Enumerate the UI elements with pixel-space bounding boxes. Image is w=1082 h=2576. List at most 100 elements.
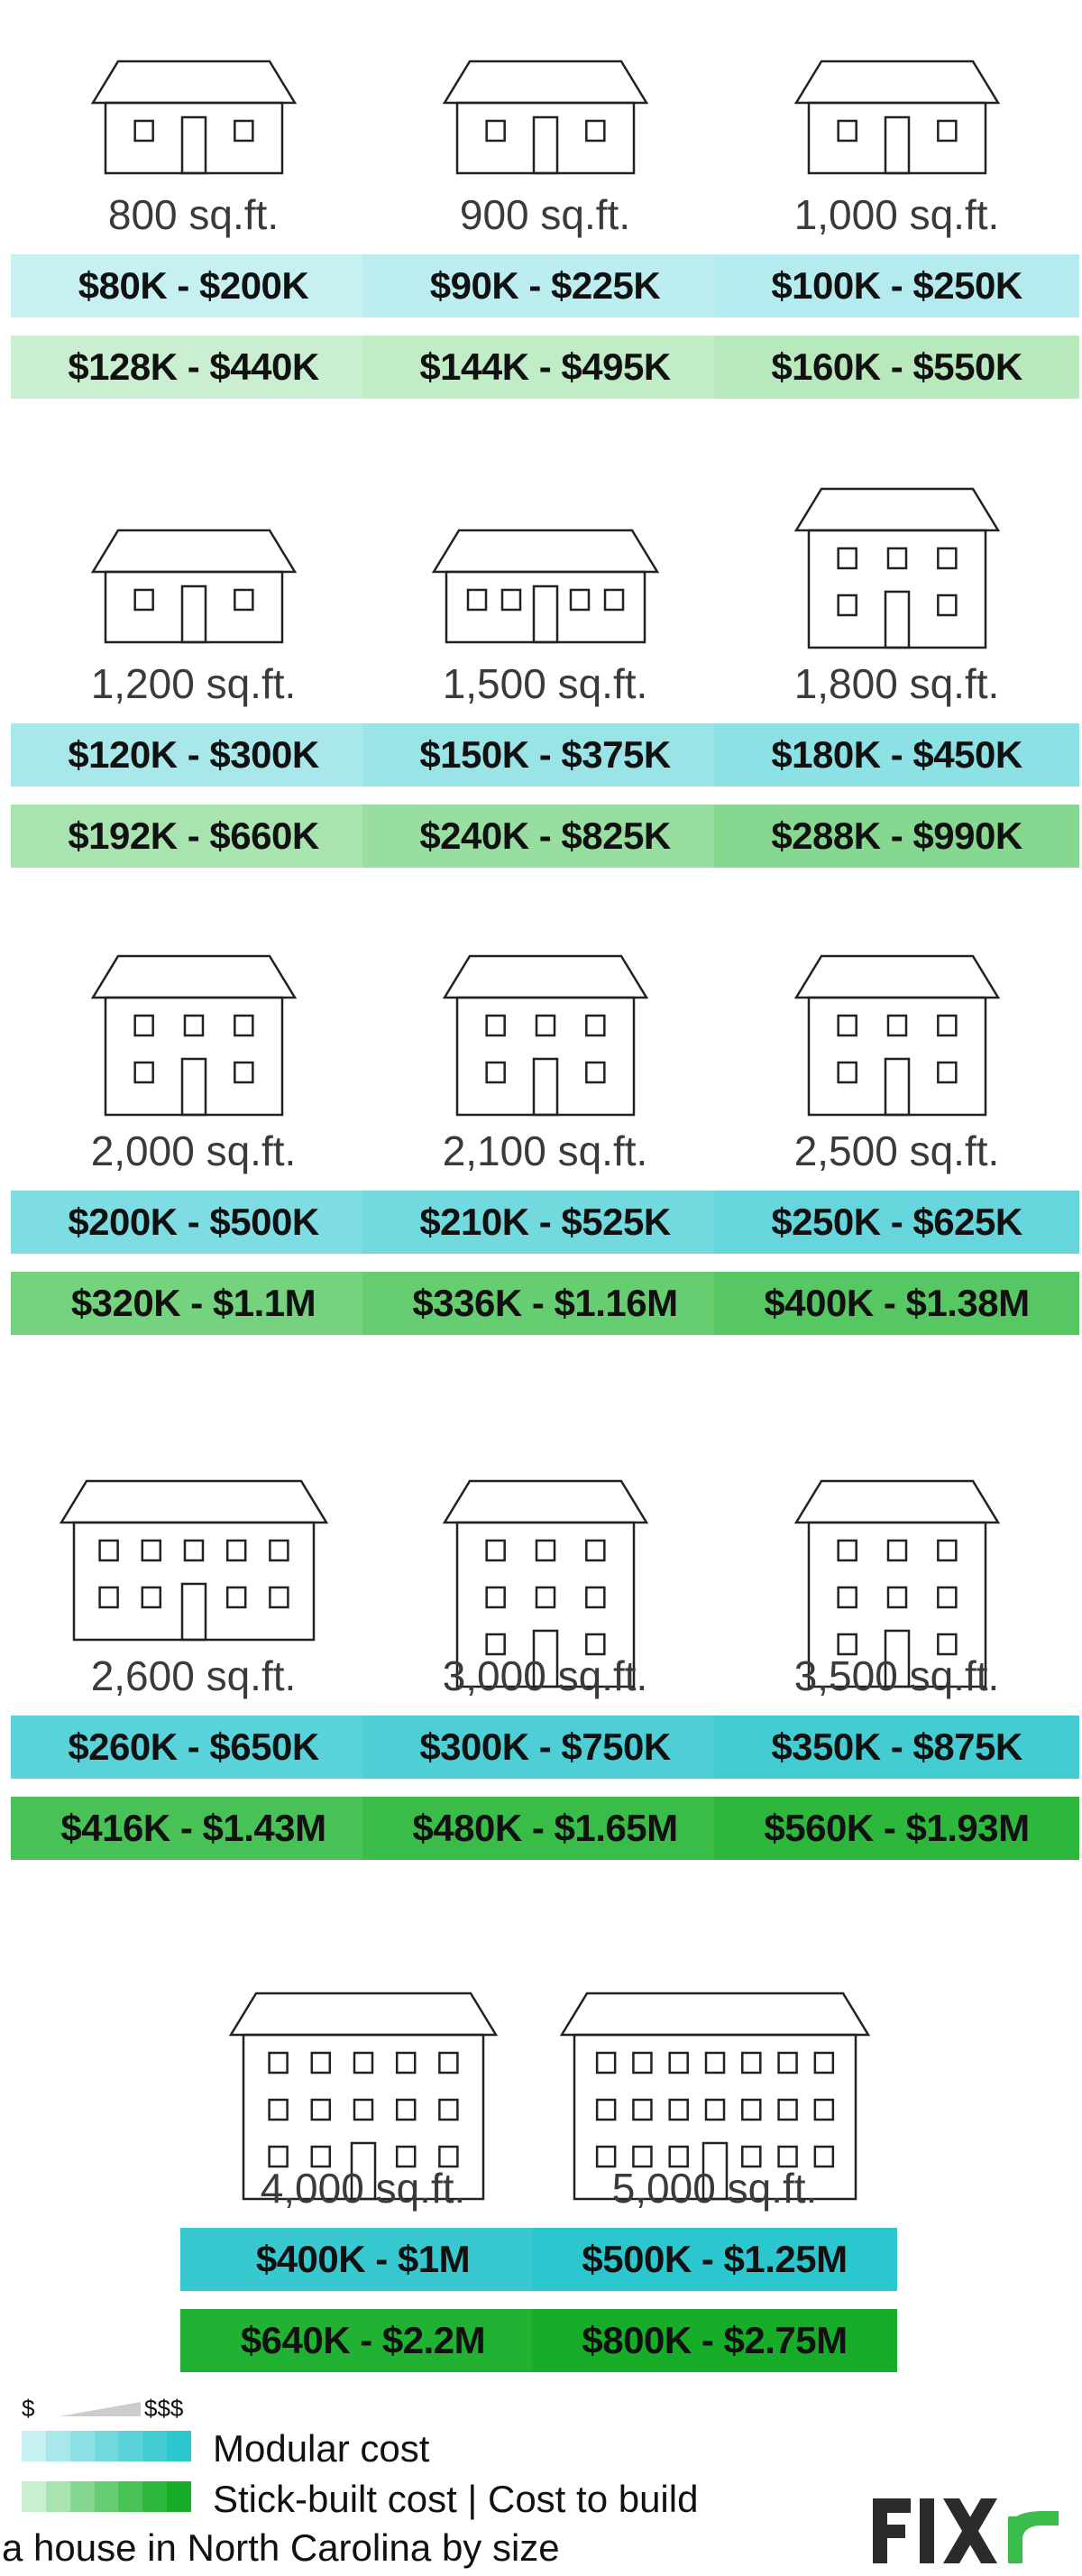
house-illustration [532, 1992, 897, 2201]
legend-caption: a house in North Carolina by size [2, 2526, 560, 2569]
house-illustration [714, 487, 1079, 649]
house-size-label: 1,800 sq.ft. [793, 660, 1000, 707]
stick-built-cost-badge: $480K - $1.65M [362, 1797, 728, 1860]
stick-built-cost-badge: $192K - $660K [11, 805, 376, 868]
ramp-swatch [167, 2431, 192, 2461]
house-size-label: 2,100 sq.ft. [442, 1127, 648, 1174]
house-card: 900 sq.ft. $90K - $225K $144K - $495K [362, 18, 728, 442]
ramp-swatch [69, 2481, 95, 2512]
stick-built-cost-badge: $400K - $1.38M [714, 1272, 1079, 1335]
scale-high-label: $$$ [144, 2395, 184, 2422]
ramp-swatch [22, 2481, 46, 2512]
stick-built-cost-badge: $144K - $495K [362, 336, 728, 399]
stick-built-cost-badge: $336K - $1.16M [362, 1272, 728, 1335]
modular-cost-badge: $500K - $1.25M [532, 2228, 897, 2291]
house-icon [793, 954, 1000, 1117]
house-illustration [11, 18, 376, 180]
house-card: 1,000 sq.ft. $100K - $250K $160K - $550K [714, 18, 1079, 442]
house-card: 3,500 sq.ft. $350K - $875K $560K - $1.93M [714, 1479, 1079, 1903]
house-icon [90, 60, 297, 175]
house-card: 4,000 sq.ft. $400K - $1M $640K - $2.2M [180, 1992, 546, 2415]
modular-cost-badge: $120K - $300K [11, 723, 376, 787]
house-size-label: 3,500 sq.ft. [793, 1652, 1000, 1699]
stick-built-cost-badge: $240K - $825K [362, 805, 728, 868]
house-icon [228, 1992, 498, 2201]
house-icon [793, 487, 1000, 649]
ramp-swatch [94, 2431, 119, 2461]
stick-built-cost-badge: $160K - $550K [714, 336, 1079, 399]
ramp-swatch [142, 2431, 168, 2461]
house-card: 3,000 sq.ft. $300K - $750K $480K - $1.65M [362, 1479, 728, 1903]
stick-built-cost-badge: $640K - $2.2M [180, 2309, 546, 2372]
house-icon [90, 529, 297, 644]
scale-low-label: $ [22, 2395, 35, 2422]
house-icon [442, 1479, 648, 1688]
ramp-swatch [94, 2481, 119, 2512]
house-illustration [362, 954, 728, 1117]
fixr-logo [873, 2497, 1062, 2565]
modular-cost-badge: $350K - $875K [714, 1716, 1079, 1779]
house-card: 5,000 sq.ft. $500K - $1.25M $800K - $2.75M [532, 1992, 897, 2415]
house-size-label: 1,200 sq.ft. [90, 660, 297, 707]
house-size-label: 4,000 sq.ft. [260, 2165, 466, 2212]
ramp-swatch [118, 2431, 143, 2461]
house-illustration [362, 1479, 728, 1688]
stick-built-cost-badge: $128K - $440K [11, 336, 376, 399]
house-card: 2,000 sq.ft. $200K - $500K $320K - $1.1M [11, 954, 376, 1378]
house-illustration [11, 1479, 376, 1642]
ramp-swatch [69, 2431, 95, 2461]
modular-cost-badge: $80K - $200K [11, 254, 376, 317]
house-illustration [11, 487, 376, 649]
modular-cost-badge: $150K - $375K [362, 723, 728, 787]
modular-cost-badge: $90K - $225K [362, 254, 728, 317]
house-card: 800 sq.ft. $80K - $200K $128K - $440K [11, 18, 376, 442]
house-card: 1,500 sq.ft. $150K - $375K $240K - $825K [362, 487, 728, 911]
stick-color-ramp [22, 2481, 192, 2512]
stick-legend-label: Stick-built cost | Cost to build [213, 2478, 699, 2520]
house-card: 1,800 sq.ft. $180K - $450K $288K - $990K [714, 487, 1079, 911]
house-illustration [714, 954, 1079, 1117]
house-icon [442, 60, 648, 175]
house-icon [442, 954, 648, 1117]
ramp-swatch [45, 2481, 70, 2512]
house-icon [793, 1479, 1000, 1688]
house-icon [90, 954, 297, 1117]
house-size-label: 5,000 sq.ft. [611, 2165, 818, 2212]
house-illustration [11, 954, 376, 1117]
modular-cost-badge: $200K - $500K [11, 1191, 376, 1254]
ramp-swatch [118, 2481, 143, 2512]
house-icon [59, 1479, 328, 1642]
modular-color-ramp [22, 2431, 192, 2461]
ramp-swatch [167, 2481, 192, 2512]
house-card: 2,100 sq.ft. $210K - $525K $336K - $1.16M [362, 954, 728, 1378]
house-size-label: 900 sq.ft. [459, 191, 631, 238]
modular-cost-badge: $100K - $250K [714, 254, 1079, 317]
stick-built-cost-badge: $800K - $2.75M [532, 2309, 897, 2372]
stick-built-cost-badge: $288K - $990K [714, 805, 1079, 868]
modular-legend-label: Modular cost [213, 2427, 430, 2470]
house-illustration [362, 487, 728, 649]
scale-wedge-icon [60, 2402, 141, 2416]
house-icon [431, 529, 659, 644]
stick-built-cost-badge: $560K - $1.93M [714, 1797, 1079, 1860]
modular-cost-badge: $300K - $750K [362, 1716, 728, 1779]
house-size-label: 2,500 sq.ft. [793, 1127, 1000, 1174]
modular-cost-badge: $180K - $450K [714, 723, 1079, 787]
house-size-label: 1,000 sq.ft. [793, 191, 1000, 238]
modular-cost-badge: $400K - $1M [180, 2228, 546, 2291]
house-size-label: 2,600 sq.ft. [90, 1652, 297, 1699]
house-card: 2,600 sq.ft. $260K - $650K $416K - $1.43M [11, 1479, 376, 1903]
stick-built-cost-badge: $320K - $1.1M [11, 1272, 376, 1335]
ramp-swatch [22, 2431, 46, 2461]
house-size-label: 800 sq.ft. [107, 191, 280, 238]
modular-cost-badge: $250K - $625K [714, 1191, 1079, 1254]
house-illustration [180, 1992, 546, 2201]
modular-cost-badge: $260K - $650K [11, 1716, 376, 1779]
house-card: 1,200 sq.ft. $120K - $300K $192K - $660K [11, 487, 376, 911]
house-illustration [714, 18, 1079, 180]
legend: $ $$$ Modular cost Stick-built cost | Co… [2, 2395, 1060, 2575]
house-illustration [714, 1479, 1079, 1688]
house-card: 2,500 sq.ft. $250K - $625K $400K - $1.38M [714, 954, 1079, 1378]
house-icon [559, 1992, 870, 2201]
modular-cost-badge: $210K - $525K [362, 1191, 728, 1254]
